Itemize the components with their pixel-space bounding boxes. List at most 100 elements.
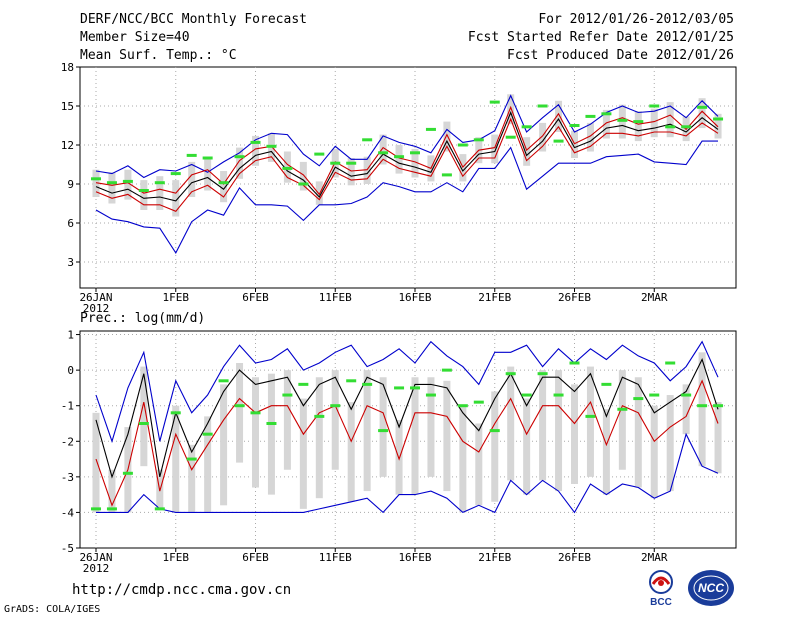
observed-marker bbox=[473, 138, 484, 142]
ensemble-box bbox=[395, 145, 403, 174]
ensemble-box bbox=[172, 180, 180, 217]
y-tick-label: 3 bbox=[67, 256, 74, 269]
observed-marker bbox=[665, 125, 676, 129]
ensemble-box bbox=[252, 135, 259, 166]
observed-marker bbox=[569, 361, 580, 365]
observed-marker bbox=[154, 507, 165, 511]
ensemble-box bbox=[714, 402, 722, 474]
observed-marker bbox=[425, 393, 436, 397]
ensemble-box bbox=[571, 130, 578, 158]
ensemble-box bbox=[108, 469, 116, 513]
observed-marker bbox=[457, 404, 468, 408]
ensemble-box bbox=[618, 370, 626, 470]
ensemble-box bbox=[571, 384, 578, 484]
observed-marker bbox=[186, 457, 197, 461]
observed-marker bbox=[170, 172, 181, 176]
ensemble-box bbox=[379, 377, 387, 477]
observed-marker bbox=[585, 114, 596, 118]
x-tick-label: 1FEB bbox=[163, 291, 190, 304]
observed-marker bbox=[617, 118, 628, 122]
observed-marker bbox=[553, 139, 564, 143]
ensemble-box bbox=[204, 416, 212, 513]
observed-marker bbox=[489, 429, 500, 433]
observed-marker bbox=[122, 179, 133, 183]
observed-marker bbox=[521, 393, 532, 397]
x-tick-label: 2MAR bbox=[641, 551, 668, 564]
x-tick-label: 26FEB bbox=[558, 551, 591, 564]
ensemble-box bbox=[411, 377, 419, 495]
ensemble-box bbox=[682, 384, 690, 435]
observed-marker bbox=[218, 379, 229, 383]
ensemble-box bbox=[443, 121, 451, 152]
observed-marker bbox=[489, 100, 500, 104]
x-tick-label: 26FEB bbox=[558, 291, 591, 304]
observed-marker bbox=[106, 507, 117, 511]
observed-marker bbox=[394, 386, 405, 390]
ensemble-box bbox=[539, 370, 547, 481]
ensemble-box bbox=[220, 384, 228, 506]
observed-marker bbox=[394, 155, 405, 159]
website-link[interactable]: http://cmdp.ncc.cma.gov.cn bbox=[72, 582, 292, 598]
ensemble-box bbox=[283, 370, 291, 470]
observed-marker bbox=[122, 471, 133, 475]
observed-marker bbox=[601, 112, 612, 116]
ensemble-box bbox=[267, 373, 275, 495]
x-tick-label: 2MAR bbox=[641, 291, 668, 304]
ensemble-box bbox=[459, 405, 467, 513]
observed-marker bbox=[649, 104, 660, 108]
observed-marker bbox=[505, 135, 516, 139]
observed-marker bbox=[186, 153, 197, 157]
observed-marker bbox=[617, 407, 628, 411]
year-label: 2012 bbox=[83, 562, 110, 575]
observed-marker bbox=[665, 361, 676, 365]
ensemble-box bbox=[507, 94, 515, 125]
observed-marker bbox=[250, 140, 261, 144]
plot-frame bbox=[79, 66, 737, 289]
observed-marker bbox=[457, 143, 468, 147]
ensemble-box bbox=[299, 161, 307, 191]
ensemble-box bbox=[188, 444, 196, 513]
observed-marker bbox=[362, 382, 373, 386]
observed-marker bbox=[314, 152, 325, 156]
ensemble-box bbox=[602, 109, 610, 139]
ensemble-box bbox=[379, 134, 387, 165]
ensemble-box bbox=[236, 363, 244, 463]
precip-panel-title: Prec.: log(mm/d) bbox=[80, 311, 205, 326]
observed-marker bbox=[410, 386, 420, 390]
observed-marker bbox=[378, 151, 389, 155]
ensemble-box bbox=[523, 137, 531, 166]
bcc-logo-text: BCC bbox=[650, 597, 672, 608]
ensemble-box bbox=[602, 409, 610, 495]
ensemble-box bbox=[188, 161, 196, 197]
observed-marker bbox=[170, 411, 181, 415]
series-inner-high bbox=[95, 105, 719, 196]
ensemble-box bbox=[443, 380, 451, 492]
observed-marker bbox=[681, 125, 692, 129]
observed-marker bbox=[633, 397, 644, 401]
y-tick-label: 12 bbox=[61, 139, 74, 152]
ensemble-box bbox=[156, 176, 164, 210]
ensemble-box bbox=[491, 134, 499, 164]
x-tick-label: 6FEB bbox=[242, 551, 269, 564]
observed-marker bbox=[298, 382, 309, 386]
x-tick-label: 21FEB bbox=[478, 291, 511, 304]
ensemble-box bbox=[204, 156, 212, 191]
ensemble-box bbox=[220, 171, 228, 203]
observed-marker bbox=[234, 404, 245, 408]
observed-marker bbox=[138, 421, 149, 425]
observed-marker bbox=[441, 368, 452, 372]
observed-marker bbox=[713, 404, 724, 408]
plot-frame bbox=[79, 330, 737, 549]
ensemble-box bbox=[315, 181, 323, 205]
observed-marker bbox=[91, 507, 101, 511]
observed-marker bbox=[697, 105, 708, 109]
y-tick-label: 9 bbox=[67, 178, 74, 191]
series-min bbox=[96, 432, 719, 514]
variable-label: Mean Surf. Temp.: °C bbox=[80, 48, 237, 63]
start-date: Fcst Started Refer Date 2012/01/25 bbox=[467, 30, 734, 45]
ensemble-box bbox=[634, 377, 642, 488]
x-tick-label: 11FEB bbox=[319, 551, 352, 564]
ensemble-box bbox=[666, 395, 674, 492]
series-mean bbox=[95, 358, 719, 479]
x-tick-label: 1FEB bbox=[163, 551, 190, 564]
